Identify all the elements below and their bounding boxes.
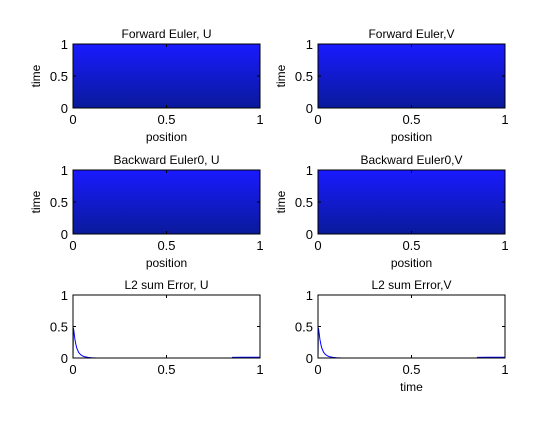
y-tick-label: 0.5 (50, 69, 68, 84)
subplot-title: L2 sum Error,V (371, 278, 451, 292)
subplot-3: 0 0.5 1 0 0.5 1 Backward Euler0, U position time (29, 153, 264, 270)
subplot-2: 0 0.5 1 0 0.5 1 Forward Euler,V position time (274, 27, 509, 144)
heatmap-surface (73, 170, 260, 234)
y-tick-label: 0 (306, 101, 313, 116)
y-tick-label: 0.5 (50, 320, 68, 335)
y-tick-label: 1 (61, 37, 68, 52)
heatmap-surface (318, 170, 505, 234)
x-tick-label: 0 (314, 238, 321, 253)
y-tick-label: 1 (61, 288, 68, 303)
x-axis-label: position (146, 130, 187, 144)
x-tick-label: 0.5 (402, 238, 420, 253)
subplot-title: Backward Euler0,V (360, 153, 462, 167)
subplot-6: 0 0.5 1 0 0.5 1 L2 sum Error,V time (295, 278, 509, 394)
y-tick-label: 1 (306, 37, 313, 52)
y-tick-label: 0.5 (295, 69, 313, 84)
x-tick-label: 0.5 (157, 238, 175, 253)
heatmap-surface (318, 44, 505, 108)
x-tick-label: 0.5 (157, 112, 175, 127)
x-tick-label: 0 (314, 362, 321, 377)
y-axis-label: time (29, 64, 43, 87)
x-tick-label: 1 (256, 238, 263, 253)
subplot-title: Backward Euler0, U (113, 153, 219, 167)
y-tick-label: 0 (61, 351, 68, 366)
x-tick-label: 0 (69, 238, 76, 253)
x-tick-label: 0.5 (402, 362, 420, 377)
subplot-5: 0 0.5 1 0 0.5 1 L2 sum Error, U (50, 278, 264, 377)
subplot-4: 0 0.5 1 0 0.5 1 Backward Euler0,V position time (274, 153, 509, 270)
x-tick-label: 1 (501, 362, 508, 377)
y-tick-label: 0.5 (295, 320, 313, 335)
x-tick-label: 1 (501, 238, 508, 253)
y-axis-label: time (274, 190, 288, 213)
x-axis-label: position (391, 256, 432, 270)
y-tick-label: 1 (306, 288, 313, 303)
y-axis-label: time (274, 64, 288, 87)
plot-background (73, 295, 260, 358)
heatmap-surface (73, 44, 260, 108)
x-axis-label: time (400, 380, 423, 394)
y-tick-label: 0 (61, 101, 68, 116)
y-tick-label: 0.5 (295, 195, 313, 210)
y-tick-label: 0 (61, 227, 68, 242)
x-tick-label: 1 (501, 112, 508, 127)
y-tick-label: 0 (306, 227, 313, 242)
subplot-1: 0 0.5 1 0 0.5 1 Forward Euler, U position time (29, 27, 264, 144)
x-axis-label: position (146, 256, 187, 270)
x-tick-label: 1 (256, 112, 263, 127)
x-tick-label: 0 (314, 112, 321, 127)
x-axis-label: position (391, 130, 432, 144)
y-axis-label: time (29, 190, 43, 213)
x-tick-label: 0 (69, 362, 76, 377)
y-tick-label: 1 (306, 163, 313, 178)
y-tick-label: 0 (306, 351, 313, 366)
subplot-title: L2 sum Error, U (124, 278, 208, 292)
plot-background (318, 295, 505, 358)
subplot-title: Forward Euler,V (368, 27, 454, 41)
y-tick-label: 1 (61, 163, 68, 178)
y-tick-label: 0.5 (50, 195, 68, 210)
x-tick-label: 0 (69, 112, 76, 127)
subplot-title: Forward Euler, U (121, 27, 211, 41)
x-tick-label: 1 (256, 362, 263, 377)
x-tick-label: 0.5 (157, 362, 175, 377)
x-tick-label: 0.5 (402, 112, 420, 127)
